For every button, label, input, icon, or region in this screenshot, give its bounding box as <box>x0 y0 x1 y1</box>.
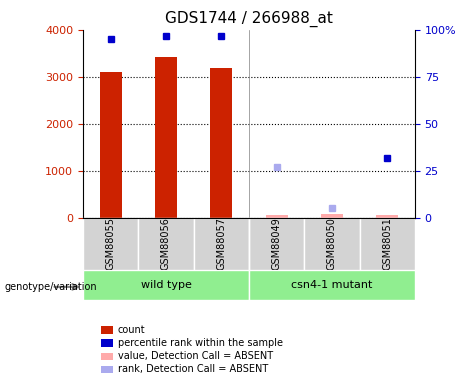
Title: GDS1744 / 266988_at: GDS1744 / 266988_at <box>165 11 333 27</box>
Bar <box>321 214 343 217</box>
Bar <box>376 214 398 217</box>
FancyBboxPatch shape <box>138 217 194 270</box>
Text: GSM88056: GSM88056 <box>161 217 171 270</box>
FancyBboxPatch shape <box>83 270 249 300</box>
Bar <box>155 57 177 217</box>
FancyBboxPatch shape <box>360 217 415 270</box>
Text: csn4-1 mutant: csn4-1 mutant <box>291 280 372 290</box>
Text: value, Detection Call = ABSENT: value, Detection Call = ABSENT <box>118 351 272 361</box>
Bar <box>210 68 232 218</box>
Text: GSM88051: GSM88051 <box>382 217 392 270</box>
Text: GSM88057: GSM88057 <box>216 217 226 270</box>
Text: percentile rank within the sample: percentile rank within the sample <box>118 338 283 348</box>
Bar <box>266 215 288 217</box>
Bar <box>100 72 122 217</box>
Text: rank, Detection Call = ABSENT: rank, Detection Call = ABSENT <box>118 364 268 374</box>
Text: count: count <box>118 325 145 335</box>
FancyBboxPatch shape <box>194 217 249 270</box>
Text: GSM88055: GSM88055 <box>106 217 116 270</box>
Text: GSM88049: GSM88049 <box>272 217 282 270</box>
FancyBboxPatch shape <box>304 217 360 270</box>
Text: genotype/variation: genotype/variation <box>5 282 97 292</box>
FancyBboxPatch shape <box>249 217 304 270</box>
FancyBboxPatch shape <box>249 270 415 300</box>
FancyBboxPatch shape <box>83 217 138 270</box>
Text: wild type: wild type <box>141 280 191 290</box>
Text: GSM88050: GSM88050 <box>327 217 337 270</box>
